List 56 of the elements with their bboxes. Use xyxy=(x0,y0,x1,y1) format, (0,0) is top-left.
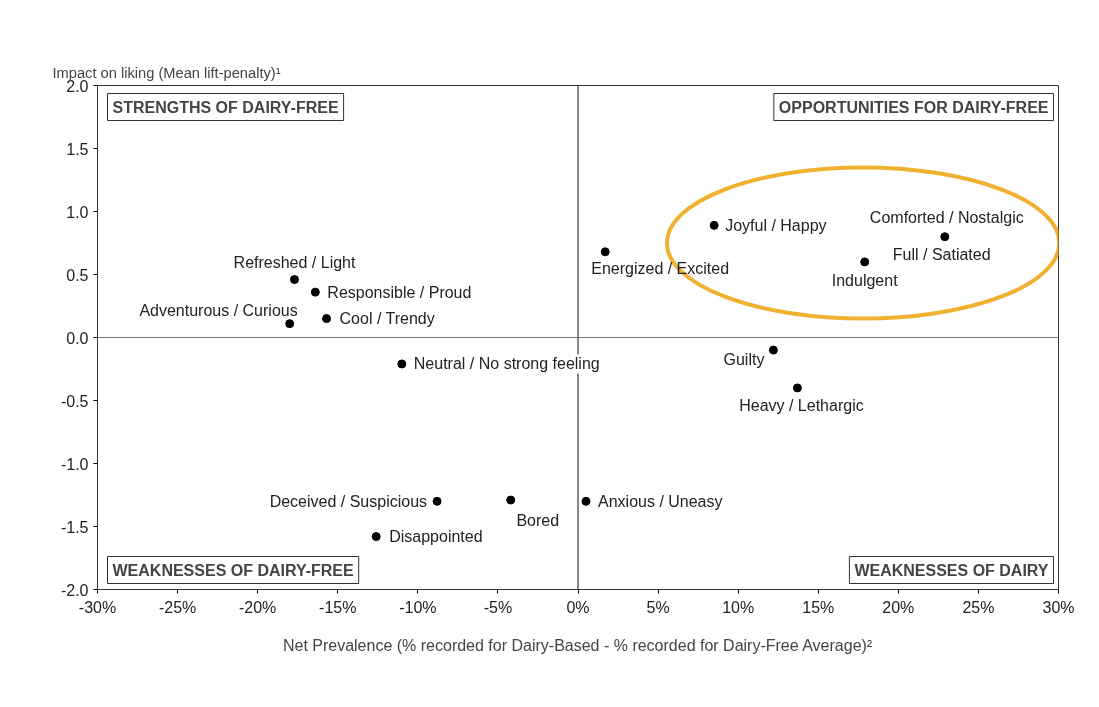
annotation: Joyful / Happy xyxy=(725,216,827,234)
annotation: Heavy / Lethargic xyxy=(739,397,864,415)
point xyxy=(581,496,591,506)
point xyxy=(290,275,300,285)
point xyxy=(397,359,407,369)
annotation: Full / Satiated xyxy=(892,246,991,264)
x-tick-label: 25% xyxy=(962,598,995,616)
annotation: Cool / Trendy xyxy=(339,310,435,328)
x-tick-label: -30% xyxy=(78,598,117,616)
y-tick-label: -0.5 xyxy=(60,392,89,410)
point xyxy=(940,232,950,242)
point xyxy=(860,257,870,267)
x-tick-label: -15% xyxy=(319,598,357,616)
x-tick-label: -25% xyxy=(158,598,197,616)
x-axis-title: Net Prevalence (% recorded for Dairy-Based - % recorded for Dairy-Free Average)² xyxy=(282,636,873,654)
point xyxy=(792,383,802,393)
x-tick-label: -10% xyxy=(399,598,437,616)
annotation: Refreshed / Light xyxy=(233,254,356,272)
y-tick-label: 1.5 xyxy=(66,140,89,158)
x-tick-label: 10% xyxy=(722,598,755,616)
y-tick-label: 1.0 xyxy=(66,203,89,221)
y-tick-label: 0.5 xyxy=(66,266,89,284)
annotation: Guilty xyxy=(723,350,765,368)
y-tick-label: -1.5 xyxy=(60,518,89,536)
annotation: Disappointed xyxy=(389,528,483,546)
annotation: Indulgent xyxy=(831,272,899,290)
point xyxy=(600,247,610,257)
annotation: Bored xyxy=(516,511,560,529)
annotation: WEAKNESSES OF DAIRY xyxy=(854,561,1049,579)
x-tick-label: 30% xyxy=(1042,598,1075,616)
x-tick-label: -20% xyxy=(238,598,277,616)
x-tick-label: 15% xyxy=(802,598,835,616)
annotation: Adventurous / Curious xyxy=(139,302,298,320)
x-tick-label: 20% xyxy=(882,598,915,616)
point xyxy=(432,496,442,506)
x-tick-label: 5% xyxy=(646,598,670,616)
y-tick-label: 0.0 xyxy=(66,329,89,347)
annotation: OPPORTUNITIES FOR DAIRY-FREE xyxy=(778,98,1049,116)
annotation: Responsible / Proud xyxy=(327,283,472,301)
x-tick-label: -5% xyxy=(483,598,513,616)
point xyxy=(709,220,719,230)
y-tick-label: -2.0 xyxy=(60,581,89,599)
point xyxy=(371,532,381,542)
point xyxy=(285,319,295,329)
annotation: Deceived / Suspicious xyxy=(269,492,428,510)
point xyxy=(322,314,332,324)
annotation: Comforted / Nostalgic xyxy=(869,209,1024,227)
point xyxy=(310,287,320,297)
x-tick-label: 0% xyxy=(566,598,590,616)
y-tick-label: -1.0 xyxy=(60,455,89,473)
annotation: WEAKNESSES OF DAIRY-FREE xyxy=(112,561,355,579)
annotation: Neutral / No strong feeling xyxy=(413,355,600,373)
annotation: STRENGTHS OF DAIRY-FREE xyxy=(112,98,339,116)
annotation: Anxious / Uneasy xyxy=(598,492,723,510)
point xyxy=(768,345,778,355)
point xyxy=(506,495,516,505)
